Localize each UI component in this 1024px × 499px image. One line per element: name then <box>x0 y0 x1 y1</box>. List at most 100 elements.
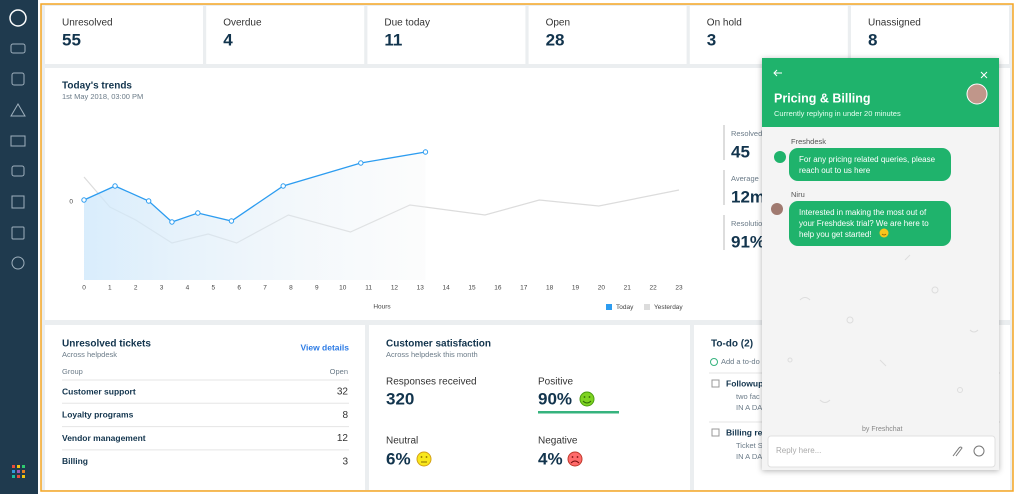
x-tick-label: 14 <box>443 285 451 292</box>
apps-grid[interactable] <box>12 465 25 478</box>
data-point <box>81 197 87 203</box>
x-tick-label: 1 <box>108 285 112 292</box>
open-count: 8 <box>342 410 348 421</box>
emoji-button[interactable] <box>973 445 985 457</box>
x-tick-label: 5 <box>212 285 216 292</box>
message-text: Interested in making the most out of <box>799 208 927 217</box>
nav-reports[interactable] <box>11 226 25 240</box>
trends-title: Today's trends <box>62 81 132 92</box>
stat-card <box>528 6 687 64</box>
satisfaction-subtitle: Across helpdesk this month <box>386 350 478 359</box>
stat-card <box>206 6 365 64</box>
stat-label: Due today <box>384 18 430 29</box>
stat-value: 4 <box>223 30 233 49</box>
unresolved-panel <box>45 325 365 490</box>
trend-stats: Resolved 45 Average 12m Resolution 91% <box>731 129 766 252</box>
negative-face <box>567 451 583 467</box>
legend-label: Today <box>616 304 634 311</box>
close-button[interactable] <box>980 71 988 79</box>
data-point <box>358 160 364 166</box>
open-count: 12 <box>337 433 349 444</box>
trend-stat-label: Resolved <box>731 129 762 138</box>
group-name: Billing <box>62 456 88 466</box>
data-point <box>280 183 286 189</box>
x-tick-label: 17 <box>520 285 528 292</box>
column-header: Open <box>330 367 348 376</box>
nav-dashboard[interactable] <box>9 9 27 27</box>
unresolved-subtitle: Across helpdesk <box>62 350 117 359</box>
message-bubble <box>789 148 951 181</box>
legend-label: Yesterday <box>654 304 683 311</box>
reply-placeholder: Reply here... <box>776 446 821 455</box>
y-tick-label: 0 <box>69 199 73 206</box>
legend-swatch <box>644 304 650 310</box>
negative-value: 4% <box>538 449 563 468</box>
data-point <box>145 198 152 204</box>
nav-contacts[interactable] <box>11 72 25 86</box>
positive-value: 90% <box>538 389 572 408</box>
stat-card <box>367 6 526 64</box>
trends-subtitle: 1st May 2018, 03:00 PM <box>62 92 143 101</box>
trend-stat-value: 45 <box>731 142 750 161</box>
todo-checkbox[interactable] <box>711 428 720 437</box>
todo-due: IN A DAY <box>736 403 767 412</box>
x-tick-label: 11 <box>365 285 372 292</box>
open-count: 32 <box>337 387 349 398</box>
messages: For any pricing related queries, please r… <box>799 155 936 239</box>
positive-label: Positive <box>538 377 573 388</box>
stat-label: Overdue <box>223 18 262 29</box>
x-tick-label: 22 <box>650 285 658 292</box>
stat-card <box>45 6 203 64</box>
todo-due: IN A DAY <box>736 452 767 461</box>
nav-forums[interactable] <box>11 165 25 177</box>
x-tick-label: 16 <box>494 285 502 292</box>
neutral-face <box>416 451 432 467</box>
branding: by Freshchat <box>862 426 903 433</box>
view-details-link[interactable]: View details <box>300 342 349 352</box>
attach-button[interactable] <box>952 446 963 457</box>
todo-title: To-do (2) <box>711 339 753 350</box>
satisfaction-title: Customer satisfaction <box>386 339 491 350</box>
trend-chart: 0 1 2 3 4 5 6 7 8 9 10 11 12 13 14 15 16 17 18 19 20 21 22 230T… <box>69 149 683 311</box>
todo-title: Followup <box>726 378 763 388</box>
stat-card <box>851 6 1009 64</box>
x-tick-label: 12 <box>391 285 399 292</box>
add-todo[interactable]: Add a to-do <box>721 357 760 366</box>
responses-value: 320 <box>386 389 414 408</box>
nav-solutions[interactable] <box>10 135 26 147</box>
message-text: your Freshdesk trial? We are here to <box>799 219 929 228</box>
todo-detail: Ticket S <box>736 441 763 450</box>
x-tick-label: 9 <box>315 285 319 292</box>
chat-title: Pricing & Billing <box>774 91 871 105</box>
group-name: Customer support <box>62 386 136 396</box>
group-name: Vendor management <box>62 433 146 443</box>
stat-label: On hold <box>707 18 742 29</box>
nav-tickets[interactable] <box>10 43 26 54</box>
stat-value: 55 <box>62 30 81 49</box>
stat-label: Unresolved <box>62 18 113 29</box>
sender-avatar <box>771 203 783 215</box>
add-icon[interactable] <box>710 358 718 366</box>
bot-icon <box>774 151 786 163</box>
x-tick-label: 20 <box>598 285 606 292</box>
divider <box>723 170 725 205</box>
trend-stat-value: 12m <box>731 187 765 206</box>
message-text: reach out to us here <box>799 166 871 175</box>
x-tick-label: 8 <box>289 285 293 292</box>
trend-stat-label: Average <box>731 174 759 183</box>
trend-stat-value: 91% <box>731 232 765 251</box>
divider <box>723 125 725 160</box>
data-point <box>422 149 429 155</box>
todo-checkbox[interactable] <box>711 379 720 388</box>
reply-input[interactable] <box>767 435 996 468</box>
back-button[interactable] <box>773 69 782 77</box>
data-point <box>169 219 175 225</box>
negative-label: Negative <box>538 436 578 447</box>
x-tick-label: 15 <box>468 285 476 292</box>
nav-groups[interactable] <box>10 103 26 117</box>
nav-social[interactable] <box>11 195 25 209</box>
nav-admin[interactable] <box>11 256 25 270</box>
message-bubble <box>789 201 951 246</box>
